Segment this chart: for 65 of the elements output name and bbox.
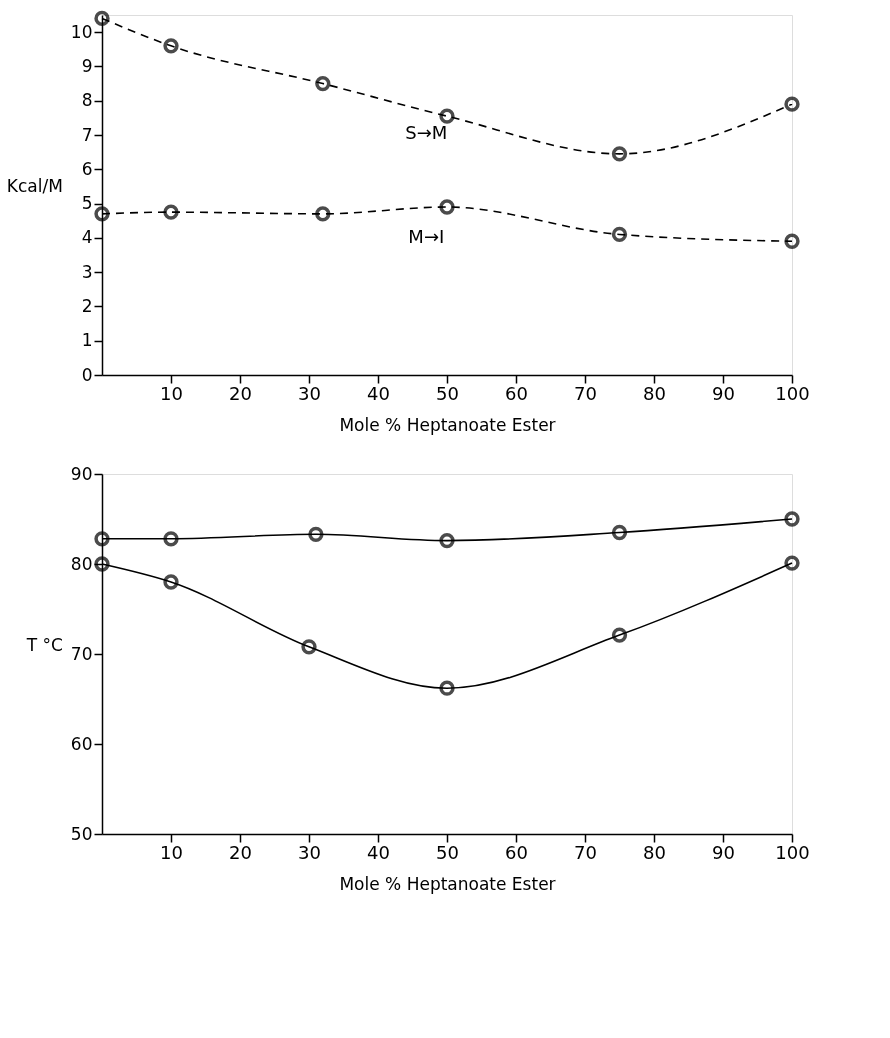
annotation: M→I (408, 226, 445, 248)
y-tick-label: 2 (81, 295, 93, 316)
point (439, 199, 455, 215)
y-tick-label: 0 (81, 364, 93, 385)
point (611, 226, 628, 243)
point (611, 627, 628, 643)
point (439, 108, 455, 124)
point (611, 146, 628, 162)
x-tick-label: 10 (160, 382, 183, 404)
x-tick-label: 40 (367, 841, 390, 863)
x-tick-label: 70 (574, 841, 597, 863)
annotation: S→M (405, 121, 448, 143)
x-tick-label: 100 (775, 382, 810, 404)
x-tick-label: 10 (160, 841, 183, 863)
point (784, 96, 800, 112)
y-tick-label: 3 (81, 261, 93, 282)
y-tick-label: 90 (70, 463, 93, 484)
x-axis-title: Mole % Heptanoate Ester (339, 414, 556, 435)
x-tick-label: 60 (505, 382, 528, 404)
y-tick-label: 50 (70, 823, 93, 844)
y-tick-label: 8 (81, 90, 93, 111)
x-tick-label: 40 (367, 382, 390, 404)
y-tick-label: 80 (70, 553, 93, 574)
y-tick-label: 4 (81, 227, 93, 248)
x-tick-label: 90 (712, 382, 735, 404)
y-axis-title: T °C (25, 634, 63, 655)
y-tick-label: 9 (81, 55, 93, 76)
y-axis-title: Kcal/M (6, 175, 63, 196)
point (94, 10, 110, 27)
y-tick-label: 70 (70, 643, 93, 664)
point (784, 233, 800, 249)
x-tick-label: 80 (643, 841, 666, 863)
y-tick-label: 10 (70, 21, 93, 42)
point (784, 511, 800, 527)
point (308, 526, 324, 542)
point (784, 555, 800, 571)
point (301, 639, 317, 655)
point (439, 532, 455, 549)
point (163, 38, 179, 54)
point (163, 204, 179, 220)
point (94, 206, 110, 222)
x-tick-label: 60 (505, 841, 528, 863)
y-tick-label: 1 (81, 330, 93, 351)
x-tick-label: 20 (229, 841, 252, 863)
x-tick-label: 80 (643, 382, 666, 404)
point (611, 524, 628, 541)
y-tick-label: 6 (81, 158, 93, 179)
x-tick-label: 90 (712, 841, 735, 863)
point (439, 680, 455, 696)
x-tick-label: 20 (229, 382, 252, 404)
x-tick-label: 50 (436, 841, 459, 863)
point (163, 531, 179, 547)
y-tick-label: 60 (70, 733, 93, 754)
x-tick-label: 30 (298, 382, 321, 404)
y-tick-label: 5 (81, 193, 93, 214)
point (315, 206, 331, 222)
point (315, 75, 331, 92)
y-tick-label: 7 (81, 124, 93, 145)
x-tick-label: 100 (775, 841, 810, 863)
x-axis-title: Mole % Heptanoate Ester (339, 873, 556, 894)
x-tick-label: 70 (574, 382, 597, 404)
x-tick-label: 50 (436, 382, 459, 404)
point (94, 531, 110, 547)
point (163, 574, 179, 590)
x-tick-label: 30 (298, 841, 321, 863)
